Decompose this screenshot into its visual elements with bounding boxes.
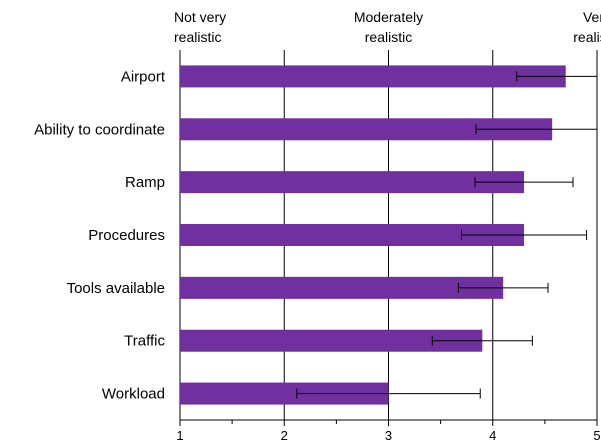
scale-anchor-label: realistic bbox=[365, 29, 412, 45]
scale-anchor-label: Not very bbox=[174, 9, 226, 25]
bar bbox=[180, 171, 525, 194]
category-label: Ramp bbox=[125, 174, 165, 191]
x-tick-label: 4 bbox=[489, 428, 496, 443]
bar bbox=[180, 382, 389, 405]
x-tick-label: 3 bbox=[385, 428, 392, 443]
category-label: Airport bbox=[121, 68, 166, 85]
scale-anchor-label: realistic bbox=[174, 29, 221, 45]
bar bbox=[180, 276, 504, 299]
category-label: Workload bbox=[102, 386, 165, 403]
bar bbox=[180, 329, 483, 352]
category-label: Tools available bbox=[67, 280, 165, 297]
x-tick-label: 1 bbox=[176, 428, 183, 443]
bar bbox=[180, 65, 566, 88]
scale-anchor-label: Very bbox=[583, 9, 601, 25]
category-label: Ability to coordinate bbox=[34, 121, 165, 138]
scale-anchor-label: realistic bbox=[573, 29, 601, 45]
scale-anchor-label: Moderately bbox=[354, 9, 423, 25]
x-tick-label: 2 bbox=[281, 428, 288, 443]
category-label: Procedures bbox=[88, 227, 165, 244]
category-label: Traffic bbox=[124, 333, 165, 350]
bar bbox=[180, 224, 525, 246]
x-tick-label: 5 bbox=[593, 428, 600, 443]
bar bbox=[180, 118, 553, 141]
